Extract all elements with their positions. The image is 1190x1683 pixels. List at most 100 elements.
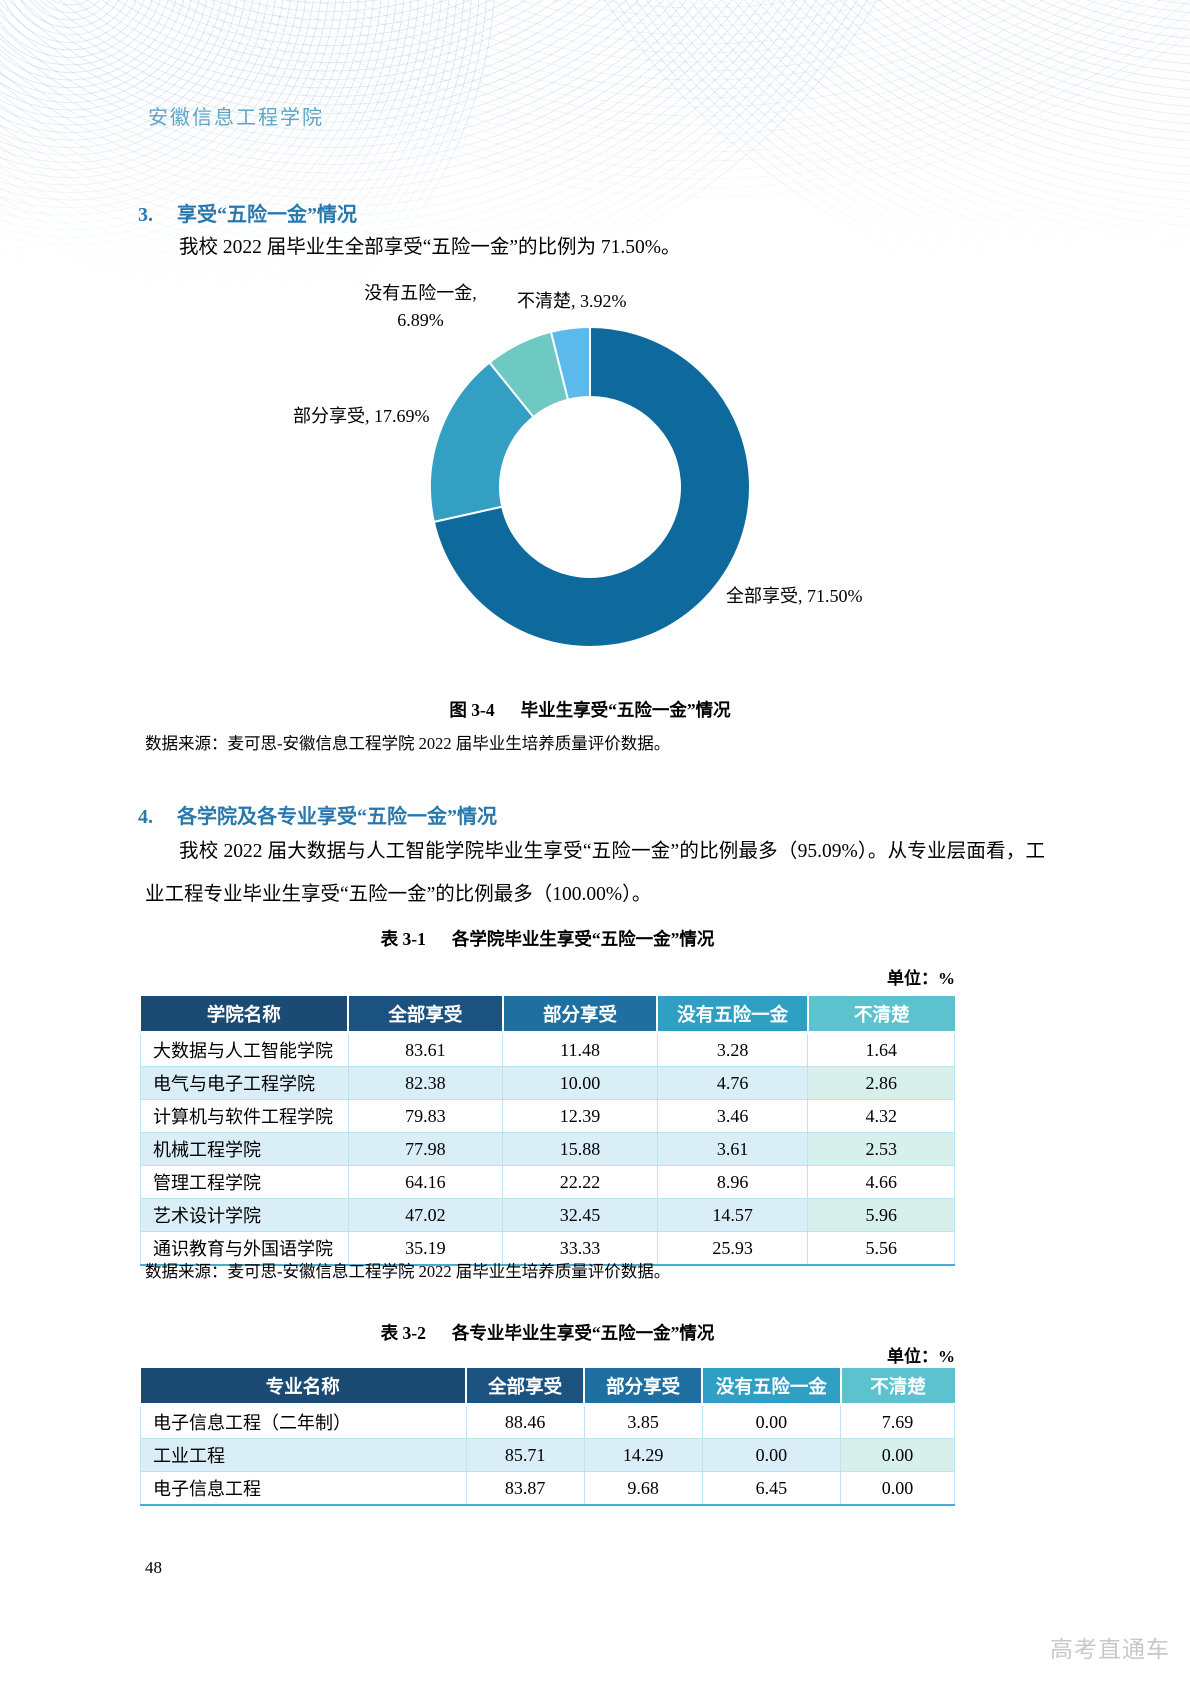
value-cell: 10.00 — [502, 1066, 658, 1100]
table-row: 计算机与软件工程学院 79.83 12.39 3.46 4.32 — [140, 1099, 955, 1133]
value-cell: 0.00 — [701, 1438, 842, 1472]
row-name-cell: 管理工程学院 — [140, 1165, 349, 1199]
table-colleges: 学院名称 全部享受 部分享受 没有五险一金 不清楚 大数据与人工智能学院 83.61 11.4… — [140, 996, 955, 1266]
header-row: 专业名称 全部享受 部分享受 没有五险一金 不清楚 — [140, 1368, 955, 1406]
value-cell: 33.33 — [502, 1231, 658, 1266]
row-name-cell: 艺术设计学院 — [140, 1198, 349, 1232]
row-name-cell: 电子信息工程 — [140, 1471, 467, 1506]
header-row: 学院名称 全部享受 部分享受 没有五险一金 不清楚 — [140, 996, 955, 1034]
column-header: 学院名称 — [140, 996, 350, 1034]
column-header: 部分享受 — [502, 996, 659, 1034]
figure-caption-text: 毕业生享受“五险一金”情况 — [520, 700, 731, 720]
value-cell: 5.56 — [807, 1231, 955, 1266]
column-header: 专业名称 — [140, 1368, 468, 1406]
value-cell: 0.00 — [701, 1404, 842, 1439]
value-cell: 3.28 — [656, 1032, 809, 1067]
value-cell: 7.69 — [840, 1404, 955, 1439]
value-cell: 3.61 — [656, 1132, 809, 1166]
table-1-caption: 表 3-1 各学院毕业生享受“五险一金”情况 — [140, 926, 955, 951]
column-header: 全部享受 — [348, 996, 504, 1034]
section-3-title: 享受“五险一金”情况 — [177, 204, 357, 226]
value-cell: 3.85 — [583, 1404, 703, 1439]
table-2-caption-label: 表 3-2 — [380, 1323, 426, 1343]
row-name-cell: 电气与电子工程学院 — [140, 1066, 349, 1100]
value-cell: 2.53 — [807, 1132, 955, 1166]
table-row: 工业工程 85.71 14.29 0.00 0.00 — [140, 1438, 955, 1472]
table-majors: 专业名称 全部享受 部分享受 没有五险一金 不清楚 电子信息工程（二年制） 88.46 3.8… — [140, 1368, 955, 1506]
value-cell: 83.61 — [347, 1032, 504, 1067]
pie-label-2: 部分享受, 17.69% — [293, 406, 430, 426]
donut-chart: 全部享受, 71.50% 部分享受, 17.69% 没有五险一金, 6.89% 不清楚,… — [0, 0, 1190, 700]
table-2-caption-text: 各专业毕业生享受“五险一金”情况 — [451, 1323, 715, 1343]
table-row: 管理工程学院 64.16 22.22 8.96 4.66 — [140, 1165, 955, 1199]
table-row: 电子信息工程（二年制） 88.46 3.85 0.00 7.69 — [140, 1404, 955, 1439]
row-name-cell: 机械工程学院 — [140, 1132, 349, 1166]
section-4-title: 各学院及各专业享受“五险一金”情况 — [177, 806, 497, 828]
value-cell: 15.88 — [502, 1132, 658, 1166]
table-1-caption-label: 表 3-1 — [380, 929, 426, 949]
row-name-cell: 通识教育与外国语学院 — [140, 1231, 349, 1266]
value-cell: 5.96 — [807, 1198, 955, 1232]
column-header: 没有五险一金 — [702, 1368, 842, 1406]
table-1-data-source: 数据来源：麦可思-安徽信息工程学院 2022 届毕业生培养质量评价数据。 — [145, 1262, 671, 1281]
value-cell: 22.22 — [502, 1165, 658, 1199]
table-row: 通识教育与外国语学院 35.19 33.33 25.93 5.56 — [140, 1231, 955, 1266]
value-cell: 12.39 — [502, 1099, 658, 1133]
value-cell: 4.32 — [807, 1099, 955, 1133]
section-4-number: 4. — [138, 806, 153, 828]
figure-caption: 图 3-4 毕业生享受“五险一金”情况 — [140, 697, 1040, 722]
pie-label-4: 不清楚, 3.92% — [517, 291, 627, 311]
column-header: 不清楚 — [840, 1368, 955, 1406]
table-1-caption-text: 各学院毕业生享受“五险一金”情况 — [451, 929, 715, 949]
pie-label-1: 全部享受, 71.50% — [726, 586, 863, 606]
column-header: 全部享受 — [466, 1368, 586, 1406]
pie-label-3: 没有五险一金, 6.89% — [364, 283, 477, 330]
value-cell: 6.45 — [701, 1471, 842, 1506]
value-cell: 77.98 — [347, 1132, 504, 1166]
value-cell: 32.45 — [502, 1198, 658, 1232]
value-cell: 9.68 — [583, 1471, 703, 1506]
page-header-institution: 安徽信息工程学院 — [148, 107, 324, 129]
column-header: 部分享受 — [584, 1368, 704, 1406]
value-cell: 3.46 — [656, 1099, 809, 1133]
section-4-paragraph: 我校 2022 届大数据与人工智能学院毕业生享受“五险一金”的比例最多（95.0… — [145, 841, 1045, 905]
value-cell: 2.86 — [807, 1066, 955, 1100]
section-3-paragraph: 我校 2022 届毕业生全部享受“五险一金”的比例为 71.50%。 — [179, 237, 681, 258]
figure-caption-label: 图 3-4 — [449, 700, 495, 720]
value-cell: 64.16 — [347, 1165, 504, 1199]
value-cell: 1.64 — [807, 1032, 955, 1067]
value-cell: 0.00 — [840, 1438, 955, 1472]
row-name-cell: 电子信息工程（二年制） — [140, 1404, 467, 1439]
figure-data-source: 数据来源：麦可思-安徽信息工程学院 2022 届毕业生培养质量评价数据。 — [145, 734, 671, 753]
column-header: 不清楚 — [807, 996, 955, 1034]
value-cell: 47.02 — [347, 1198, 504, 1232]
pattern-fade-overlay — [0, 0, 1190, 330]
row-name-cell: 大数据与人工智能学院 — [140, 1032, 349, 1067]
value-cell: 25.93 — [656, 1231, 809, 1266]
value-cell: 82.38 — [347, 1066, 504, 1100]
value-cell: 14.57 — [656, 1198, 809, 1232]
table-row: 艺术设计学院 47.02 32.45 14.57 5.96 — [140, 1198, 955, 1232]
value-cell: 4.66 — [807, 1165, 955, 1199]
table-row: 大数据与人工智能学院 83.61 11.48 3.28 1.64 — [140, 1032, 955, 1067]
donut-chart-svg — [429, 325, 751, 648]
value-cell: 85.71 — [465, 1438, 585, 1472]
table-2-caption: 表 3-2 各专业毕业生享受“五险一金”情况 — [140, 1320, 955, 1345]
table-2-unit-label: 单位：% — [887, 1347, 955, 1366]
table-1-unit-label: 单位：% — [887, 969, 955, 988]
value-cell: 14.29 — [583, 1438, 703, 1472]
value-cell: 79.83 — [347, 1099, 504, 1133]
table-row: 电气与电子工程学院 82.38 10.00 4.76 2.86 — [140, 1066, 955, 1100]
section-3-number: 3. — [138, 204, 153, 226]
donut-slice-4 — [549, 325, 591, 401]
section-4-heading: 4. 各学院及各专业享受“五险一金”情况 — [138, 800, 497, 829]
column-header: 没有五险一金 — [657, 996, 809, 1034]
value-cell: 88.46 — [465, 1404, 585, 1439]
value-cell: 83.87 — [465, 1471, 585, 1506]
row-name-cell: 工业工程 — [140, 1438, 467, 1472]
value-cell: 0.00 — [840, 1471, 955, 1506]
value-cell: 4.76 — [656, 1066, 809, 1100]
table-row: 机械工程学院 77.98 15.88 3.61 2.53 — [140, 1132, 955, 1166]
page-number: 48 — [145, 1558, 162, 1577]
